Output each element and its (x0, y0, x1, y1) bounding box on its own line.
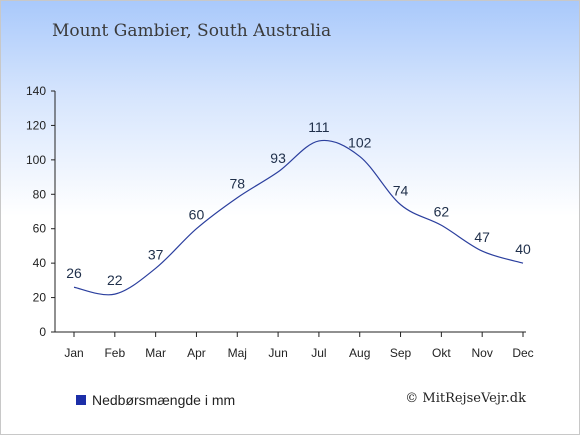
x-tick-label: Okt (432, 346, 451, 360)
data-label: 93 (270, 150, 286, 166)
x-axis-ticks: Jan Feb Mar Apr Maj Jun Jul Aug Sep Okt Nov Dec (64, 332, 534, 360)
data-labels: 26 22 37 60 78 93 111 102 74 62 47 40 (66, 119, 531, 288)
legend-swatch (76, 395, 86, 405)
data-label: 74 (393, 183, 409, 199)
legend: Nedbørsmængde i mm (76, 392, 235, 408)
axes (54, 91, 526, 333)
y-axis-ticks: 0 20 40 60 80 100 120 140 (26, 84, 55, 339)
data-label: 60 (189, 207, 205, 223)
data-label: 62 (434, 203, 450, 219)
y-tick-label: 20 (33, 291, 47, 305)
y-tick-label: 40 (33, 256, 47, 270)
y-tick-label: 80 (33, 187, 47, 201)
x-tick-label: Aug (349, 346, 370, 360)
data-label: 47 (474, 229, 490, 245)
y-tick-label: 120 (26, 118, 46, 132)
legend-label: Nedbørsmængde i mm (92, 392, 236, 408)
x-tick-label: Jul (311, 346, 326, 360)
data-label: 40 (515, 241, 531, 257)
x-tick-label: Feb (104, 346, 125, 360)
y-tick-label: 140 (26, 84, 46, 98)
y-tick-label: 0 (39, 325, 46, 339)
data-label: 26 (66, 265, 82, 281)
series-line-precipitation (73, 139, 524, 296)
data-label: 78 (229, 176, 245, 192)
series (73, 139, 524, 296)
credit-text: © MitRejseVejr.dk (405, 391, 526, 406)
y-tick-label: 60 (33, 222, 47, 236)
x-tick-label: Jun (268, 346, 287, 360)
chart-title: Mount Gambier, South Australia (52, 21, 332, 41)
x-tick-label: Apr (187, 346, 206, 360)
x-tick-label: Dec (512, 346, 533, 360)
y-tick-label: 100 (26, 153, 46, 167)
data-label: 37 (148, 246, 164, 262)
x-tick-label: Nov (472, 346, 493, 360)
x-tick-label: Sep (390, 346, 412, 360)
data-label: 22 (107, 272, 123, 288)
data-label: 111 (308, 119, 329, 135)
x-tick-label: Mar (145, 346, 166, 360)
x-tick-label: Maj (228, 346, 247, 360)
x-tick-label: Jan (64, 346, 83, 360)
data-label: 102 (348, 134, 372, 150)
